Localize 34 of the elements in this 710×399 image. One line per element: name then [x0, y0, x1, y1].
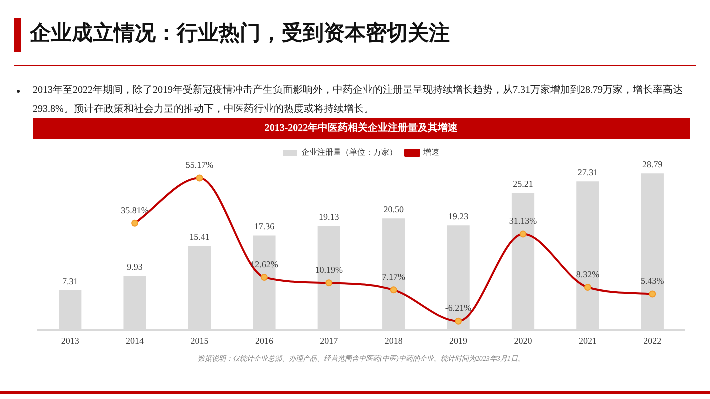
data-label: 20.50 — [384, 204, 404, 215]
data-label: 12.62% — [250, 259, 279, 270]
data-label: 10.19% — [315, 264, 344, 275]
data-label: 15.41 — [190, 232, 210, 242]
x-tick-label: 2014 — [126, 336, 145, 346]
data-label: 8.32% — [576, 269, 600, 280]
data-label: 5.43% — [641, 276, 665, 286]
data-label: -6.21% — [445, 303, 472, 314]
text: 2013年至2022年期间，除了2019年受新冠疫情冲击产生负面影响外，中药企业的注册量呈现持续增长趋势，从7.31万家增加到28.79万家，增长率高达293.8%。预计在政策和社会力量的推动下，中医药行业的热度或将持续增长。 — [33, 84, 684, 117]
legend-label: 企业注册量（单位：万家） — [302, 148, 398, 158]
data-label: 55.17% — [186, 160, 214, 170]
x-tick-label: 2013 — [61, 336, 80, 346]
data-label: 19.23 — [448, 211, 470, 222]
x-tick-label: 2020 — [514, 336, 533, 346]
legend-label: 增速 — [422, 148, 440, 158]
data-label: 17.36 — [254, 222, 276, 232]
x-tick-label: 2016 — [255, 336, 274, 346]
data-label: 7.31 — [62, 276, 78, 286]
data-label: 27.31 — [578, 167, 598, 178]
data-label: 19.13 — [319, 212, 340, 222]
data-label: 25.21 — [513, 178, 534, 189]
data-label: 31.13% — [509, 216, 538, 226]
data-label: 9.93 — [127, 262, 144, 272]
x-tick-label: 2019 — [450, 336, 468, 346]
data-label: 35.81% — [121, 205, 150, 216]
chart-subtitle: 企业成立情况：行业热门，受到资本密切关注 — [30, 20, 450, 47]
chart-title: 2013-2022年中医药相关企业注册量及其增速 — [33, 118, 690, 139]
x-tick-label: 2015 — [190, 336, 210, 346]
data-label: 7.17% — [382, 272, 406, 282]
x-tick-label: 2021 — [578, 336, 597, 346]
x-tick-label: 2018 — [384, 336, 404, 346]
data-label: 28.79 — [642, 159, 664, 170]
x-tick-label: 2022 — [644, 336, 662, 346]
x-tick-label: 2017 — [320, 336, 339, 346]
